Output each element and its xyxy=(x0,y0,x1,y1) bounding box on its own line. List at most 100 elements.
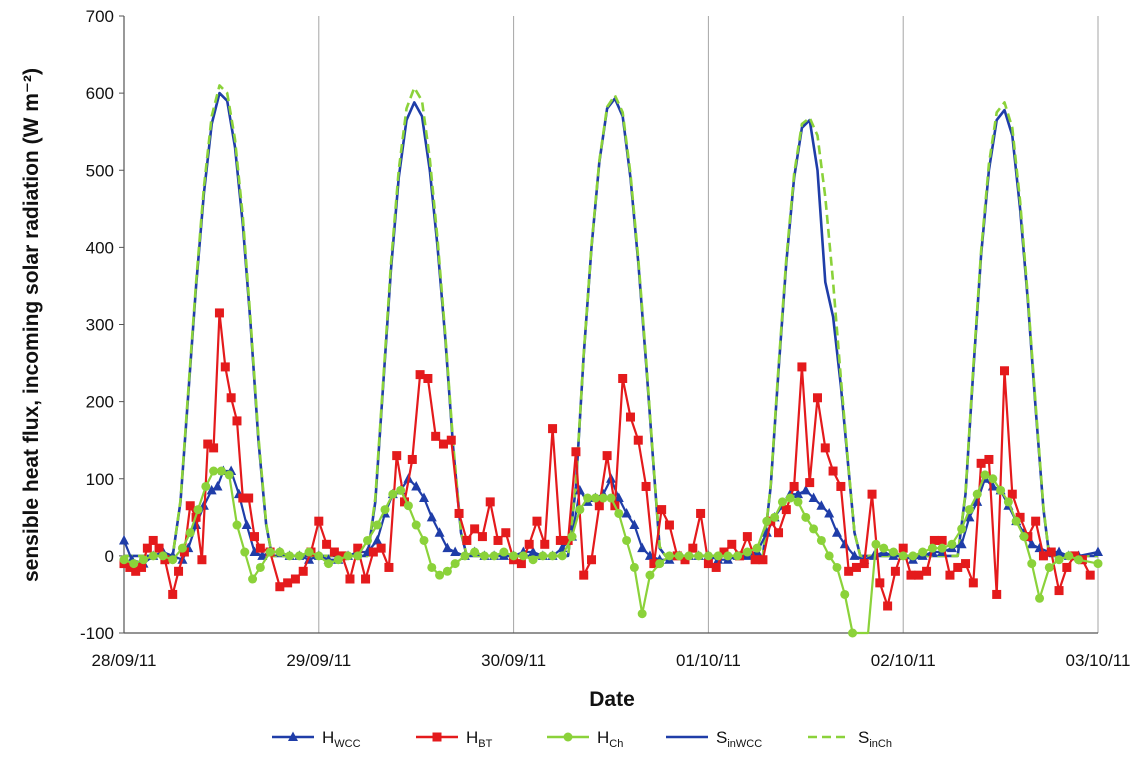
data-point xyxy=(411,480,422,491)
data-point xyxy=(625,412,635,422)
data-point xyxy=(384,562,394,572)
y-tick-labels: -100 0 100 200 300 400 500 600 700 xyxy=(80,7,124,643)
data-point xyxy=(867,489,877,499)
data-point xyxy=(460,551,470,561)
data-point xyxy=(431,431,441,441)
data-point xyxy=(1054,586,1064,596)
data-point xyxy=(629,562,639,572)
data-point xyxy=(713,551,723,561)
data-point xyxy=(937,535,947,545)
data-point xyxy=(750,555,760,565)
y-tick-label: 600 xyxy=(86,84,114,103)
data-point xyxy=(470,524,480,534)
data-point xyxy=(688,543,698,553)
data-point xyxy=(499,547,509,557)
data-point xyxy=(723,551,733,561)
data-point xyxy=(232,520,242,530)
series-h-ch xyxy=(119,466,1103,638)
data-point xyxy=(1074,555,1084,565)
data-point xyxy=(538,551,548,561)
data-point xyxy=(972,496,983,506)
y-tick-label: 300 xyxy=(86,316,114,335)
x-tick-label: 03/10/11 xyxy=(1066,651,1131,670)
data-point xyxy=(649,559,659,569)
data-point xyxy=(696,508,706,518)
data-point xyxy=(964,505,974,515)
data-point xyxy=(711,562,721,572)
data-point xyxy=(462,535,472,545)
data-point xyxy=(450,559,460,569)
data-point xyxy=(774,528,784,538)
data-point xyxy=(119,555,129,565)
data-point xyxy=(241,519,252,530)
data-point xyxy=(571,447,581,457)
data-point xyxy=(945,570,955,580)
data-point xyxy=(216,466,226,476)
data-point xyxy=(528,555,538,565)
data-point xyxy=(793,488,804,499)
data-point xyxy=(380,505,390,515)
data-point xyxy=(372,534,383,545)
data-point xyxy=(240,547,250,557)
data-point xyxy=(812,393,822,403)
data-point xyxy=(1064,551,1074,561)
data-point xyxy=(407,454,417,464)
data-point xyxy=(238,493,248,503)
data-point xyxy=(220,362,230,372)
data-point xyxy=(555,535,565,545)
data-point xyxy=(848,628,858,638)
data-point xyxy=(1085,570,1095,580)
data-point xyxy=(816,535,826,545)
data-point xyxy=(777,497,787,507)
data-point xyxy=(972,489,982,499)
data-point xyxy=(606,493,616,503)
data-point xyxy=(509,551,519,561)
data-point xyxy=(442,542,453,553)
data-point xyxy=(548,424,558,434)
data-point xyxy=(761,527,772,537)
data-point xyxy=(575,505,585,515)
data-point xyxy=(980,470,990,480)
legend-item: HWCC xyxy=(272,728,361,750)
data-point xyxy=(209,466,219,476)
data-point xyxy=(250,532,260,542)
data-point xyxy=(343,551,353,561)
data-point xyxy=(158,551,168,561)
data-point xyxy=(1015,512,1025,522)
data-point xyxy=(275,547,285,557)
y-tick-label: 400 xyxy=(86,238,114,257)
data-point xyxy=(1035,593,1045,603)
data-point xyxy=(532,516,542,526)
data-point xyxy=(898,551,908,561)
data-point xyxy=(524,539,534,549)
data-point xyxy=(418,492,429,503)
x-tick-label: 01/10/11 xyxy=(676,651,741,670)
data-point xyxy=(403,501,413,511)
data-point xyxy=(257,550,268,560)
data-point xyxy=(454,508,464,518)
data-point xyxy=(832,562,842,572)
data-point xyxy=(329,547,339,557)
series-group xyxy=(119,84,1103,638)
data-point xyxy=(193,505,203,515)
data-point xyxy=(376,543,386,553)
data-point xyxy=(836,481,846,491)
series-s-inch xyxy=(124,84,1098,558)
data-point xyxy=(879,543,889,553)
data-point xyxy=(427,562,437,572)
data-point xyxy=(988,474,998,484)
data-point xyxy=(244,493,254,503)
data-point xyxy=(789,481,799,491)
data-point xyxy=(1093,546,1103,557)
data-point xyxy=(801,512,811,522)
data-point xyxy=(680,555,690,565)
legend-label: HWCC xyxy=(322,728,361,750)
data-point xyxy=(294,551,304,561)
data-point xyxy=(999,366,1009,376)
y-tick-label: 500 xyxy=(86,161,114,180)
data-point xyxy=(290,574,300,584)
data-point xyxy=(758,555,768,565)
data-point xyxy=(703,559,713,569)
data-point xyxy=(871,539,881,549)
